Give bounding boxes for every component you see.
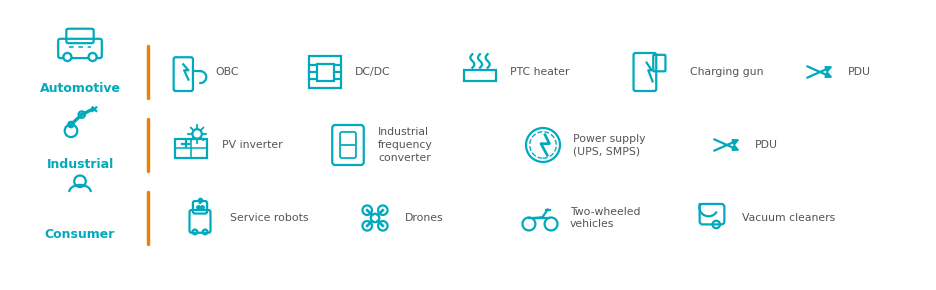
Text: Service robots: Service robots bbox=[230, 213, 309, 223]
Circle shape bbox=[88, 52, 97, 61]
Circle shape bbox=[91, 55, 95, 59]
Text: Industrial: Industrial bbox=[47, 157, 113, 171]
Circle shape bbox=[63, 52, 72, 61]
Text: Industrial
frequency
converter: Industrial frequency converter bbox=[378, 127, 432, 163]
Text: OBC: OBC bbox=[215, 67, 239, 77]
Text: Two-wheeled
vehicles: Two-wheeled vehicles bbox=[570, 206, 640, 229]
Text: PDU: PDU bbox=[755, 140, 778, 150]
Text: Vacuum cleaners: Vacuum cleaners bbox=[742, 213, 835, 223]
Circle shape bbox=[66, 55, 69, 59]
Text: PTC heater: PTC heater bbox=[510, 67, 569, 77]
Text: Power supply
(UPS, SMPS): Power supply (UPS, SMPS) bbox=[573, 134, 646, 156]
Text: Consumer: Consumer bbox=[45, 229, 115, 242]
Text: Drones: Drones bbox=[405, 213, 444, 223]
Text: Automotive: Automotive bbox=[39, 81, 121, 95]
Text: DC/DC: DC/DC bbox=[355, 67, 390, 77]
Text: Charging gun: Charging gun bbox=[690, 67, 764, 77]
Text: PV inverter: PV inverter bbox=[222, 140, 283, 150]
Text: PDU: PDU bbox=[848, 67, 871, 77]
